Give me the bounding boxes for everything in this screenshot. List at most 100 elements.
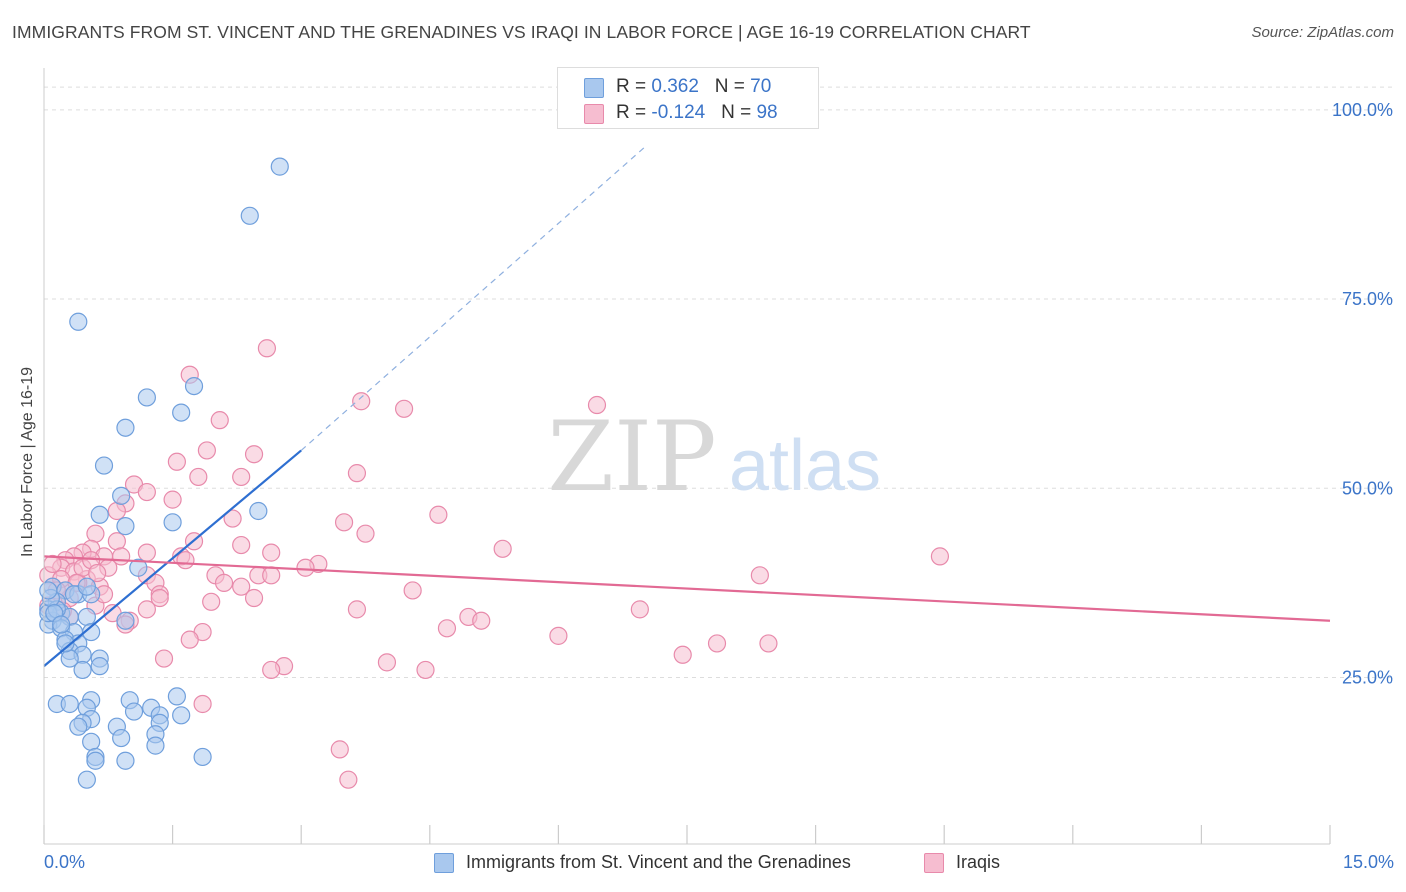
trend-line-blue [43,449,302,667]
y-axis-label: In Labor Force | Age 16-19 [19,366,36,558]
y-tick-label: 50.0% [1342,478,1393,498]
data-point-blue [137,388,156,407]
data-point-pink [707,634,727,653]
data-point-pink [137,600,156,619]
y-tick-label: 75.0% [1342,289,1393,309]
data-point-blue [116,751,135,770]
data-point-pink [339,770,358,789]
data-point-blue [167,687,186,706]
data-point-pink [86,524,105,543]
y-axis-ticks: 25.0% 50.0% 75.0% 100.0% [1332,100,1393,688]
legend-label-pink: Iraqis [956,852,1001,872]
data-point-pink [630,600,649,619]
data-point-pink [347,600,367,619]
data-point-blue [77,770,96,789]
data-point-pink [232,535,251,555]
data-point-pink [759,634,778,653]
data-point-pink [330,740,349,759]
data-point-blue [86,751,105,770]
data-point-blue [146,736,165,755]
data-point-blue [184,376,204,396]
data-point-pink [257,339,277,358]
data-points [39,157,950,789]
data-point-blue [172,706,191,725]
data-point-pink [587,395,607,415]
n-label: N = [714,76,751,97]
x-tick-min: 0.0% [44,852,86,872]
data-point-pink [176,551,195,570]
data-point-pink [429,505,448,524]
data-point-pink [210,411,229,430]
data-point-blue [112,728,131,748]
r-label: R = [616,76,652,97]
data-point-pink [107,532,126,551]
data-point-pink [202,592,221,611]
data-point-pink [352,392,371,411]
series-legend: Immigrants from St. Vincent and the Gren… [0,852,1406,876]
data-point-pink [232,577,251,596]
blue-swatch-icon [434,853,454,873]
data-point-blue [77,607,96,627]
data-point-pink [356,524,375,543]
data-point-blue [240,206,259,225]
data-point-pink [197,441,216,460]
data-point-pink [262,543,281,562]
data-point-pink [154,649,174,668]
data-point-pink [112,547,131,566]
data-point-pink [347,464,367,483]
data-point-blue [193,747,212,767]
data-point-pink [673,645,692,664]
data-point-pink [750,566,769,585]
y-tick-label: 100.0% [1332,100,1393,120]
data-point-pink [137,482,156,502]
watermark-atlas: atlas [729,426,881,506]
data-point-blue [60,694,79,714]
data-point-pink [262,566,281,585]
r-value-blue: 0.362 [651,76,699,97]
pink-swatch-icon [584,104,604,124]
n-label: N = [721,102,757,123]
axes [43,68,1331,845]
data-point-pink [334,513,354,532]
data-point-pink [549,626,568,645]
data-point-blue [77,577,96,596]
data-point-pink [150,588,169,608]
data-point-blue [270,157,289,176]
data-point-blue [172,403,191,422]
data-point-blue [116,517,135,536]
data-point-blue [69,312,88,331]
data-point-blue [82,622,101,642]
data-point-pink [180,630,199,649]
data-point-blue [69,717,88,736]
data-point-blue [116,611,135,630]
n-value-pink: 98 [756,102,778,123]
data-point-blue [73,660,92,680]
data-point-pink [403,581,422,600]
trend-lines [43,147,1331,667]
data-point-blue [124,702,144,721]
chart-title: IMMIGRANTS FROM ST. VINCENT AND THE GREN… [12,22,1031,42]
data-point-pink [189,467,208,487]
r-value-pink: -0.124 [651,102,706,123]
data-point-pink [163,490,182,509]
data-point-pink [244,445,264,464]
data-point-pink [930,547,950,566]
data-point-blue [39,581,58,600]
data-point-blue [82,732,101,751]
y-tick-label: 25.0% [1342,667,1393,687]
data-point-pink [377,653,397,672]
data-point-pink [232,467,251,487]
data-point-pink [262,660,281,680]
data-point-pink [493,539,512,558]
data-point-blue [90,657,109,676]
data-point-pink [223,509,242,528]
data-point-pink [137,543,156,562]
legend-label-blue: Immigrants from St. Vincent and the Gren… [466,852,851,872]
data-point-pink [88,563,107,583]
data-point-pink [244,588,264,608]
data-point-blue [52,615,71,634]
data-point-pink [437,619,457,638]
stats-legend: R = 0.362 N = 70 R = -0.124 N = 98 [557,67,819,129]
data-point-pink [296,558,315,577]
